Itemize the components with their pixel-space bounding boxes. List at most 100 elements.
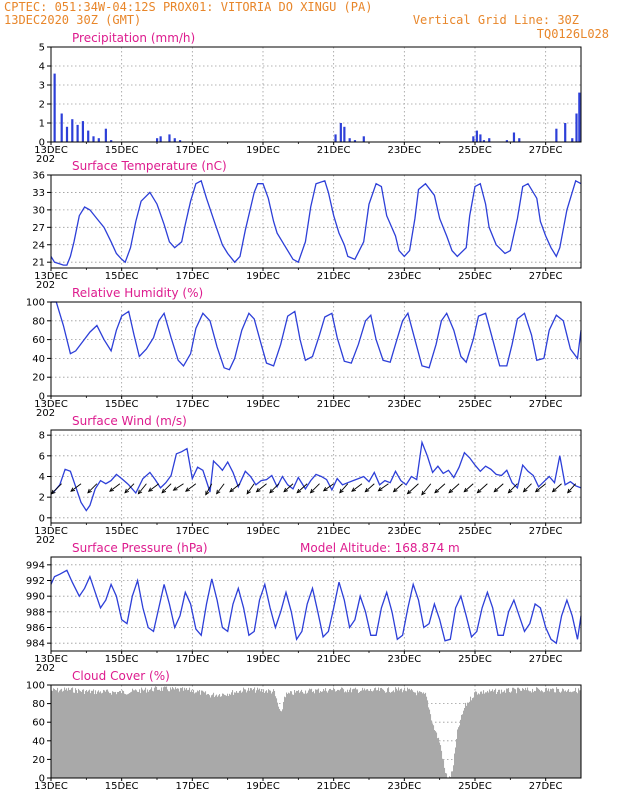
cloud-bar [463,710,465,778]
cloud-bar [478,693,480,778]
cloud-bar [233,694,235,778]
pres-panel: Surface Pressure (hPa) Model Altitude: 16… [26,541,582,674]
wind-vector-shaft [535,483,546,493]
wind-ytick-label: 0 [39,513,45,524]
cloud-bar [298,690,300,778]
wind-vector [124,483,135,494]
cloud-bar [148,691,150,778]
cloud-bar [511,691,513,778]
cloud-bar [157,689,159,778]
cloud-bar [440,745,442,778]
wind-vector-head [161,488,167,494]
temp-xtick-label: 13DEC [34,271,68,282]
precip-bar [475,130,478,142]
header-grid-line: Vertical Grid Line: 30Z [412,13,579,27]
cloud-bar [101,693,103,778]
cloud-bar [434,730,436,778]
cloud-bar [576,692,578,778]
cloud-bar [421,692,423,778]
cloud-bar [359,692,361,778]
cloud-bar [408,689,410,778]
cloud-bar [216,694,218,778]
cloud-bar [82,689,84,778]
cloud-bar [508,687,510,778]
cloud-bar [88,690,90,778]
cloud-bar [203,691,205,778]
cloud-bar [185,689,187,778]
pres-xtick-label: 21DEC [317,654,351,665]
cloud-bar [92,690,94,778]
wind-xtick-label: 21DEC [317,526,351,537]
cloud-bar [491,690,493,778]
cloud-bar [243,687,245,778]
cloud-bar [556,687,558,778]
cloud-bar [356,689,358,778]
cloud-bar [251,688,253,778]
wind-vector [507,483,518,494]
precip-bar [339,123,342,142]
temp-xtick-label: 27DEC [529,271,563,282]
cloud-bar [558,688,560,778]
cloud-bar [406,691,408,778]
cloud-bar [83,689,85,778]
cloud-bar [76,690,78,778]
cloud-bar [430,714,432,778]
wind-xtick-label: 17DEC [175,526,209,537]
cloud-bar [193,689,195,778]
cloud-bar [469,701,471,778]
precip-bar [578,92,581,142]
cloud-bar [242,691,244,778]
precip-bar [178,140,182,142]
cloud-bar [418,692,420,778]
cloud-bar [105,691,107,778]
precip-bar [87,130,90,142]
cloud-bar [484,693,486,778]
cloud-bar [401,688,403,778]
cloud-bar [98,690,100,778]
cloud-bar [525,687,527,778]
cloud-bar [93,689,95,778]
cloud-bar [186,688,188,778]
cloud-bar [94,694,96,778]
wind-vector-shaft [229,483,241,493]
cloud-ytick-label: 100 [26,681,45,692]
cloud-bar [380,688,382,778]
rh-xtick-label: 15DEC [105,399,139,410]
cloud-bar [276,698,278,778]
wind-vector-shaft [448,483,460,494]
pres-ytick-label: 994 [26,560,45,571]
cloud-bar [277,702,279,778]
cloud-bar [180,687,182,778]
precip-ytick-label: 0 [39,138,45,149]
cloud-bar [445,772,447,778]
precip-bar [71,119,74,142]
cloud-bar [517,687,519,778]
cloud-bar [513,687,515,778]
cloud-bar [293,694,295,778]
cloud-bar [135,689,137,778]
wind-vector-shaft [124,483,135,494]
cloud-bar [472,698,474,778]
cloud-bar [570,691,572,778]
cloud-bar [291,691,293,778]
cloud-bar [146,692,148,778]
temp-xtick-label: 15DEC [105,271,139,282]
cloud-bar [294,690,296,778]
cloud-bar [51,690,53,778]
precip-bar [353,140,357,142]
cloud-bar [542,691,544,778]
wind-vector [377,483,389,492]
cloud-bar [392,691,394,778]
cloud-bar [173,688,175,778]
cloud-bar [268,689,270,778]
cloud-bar [174,689,176,778]
cloud-bar [495,688,497,778]
cloud-bar [534,690,536,778]
cloud-bar [131,691,133,778]
cloud-bar [481,691,483,778]
cloud-bar [289,693,291,778]
wind-vector-head [309,488,315,494]
wind-vector [172,483,184,491]
cloud-bar [127,694,129,778]
